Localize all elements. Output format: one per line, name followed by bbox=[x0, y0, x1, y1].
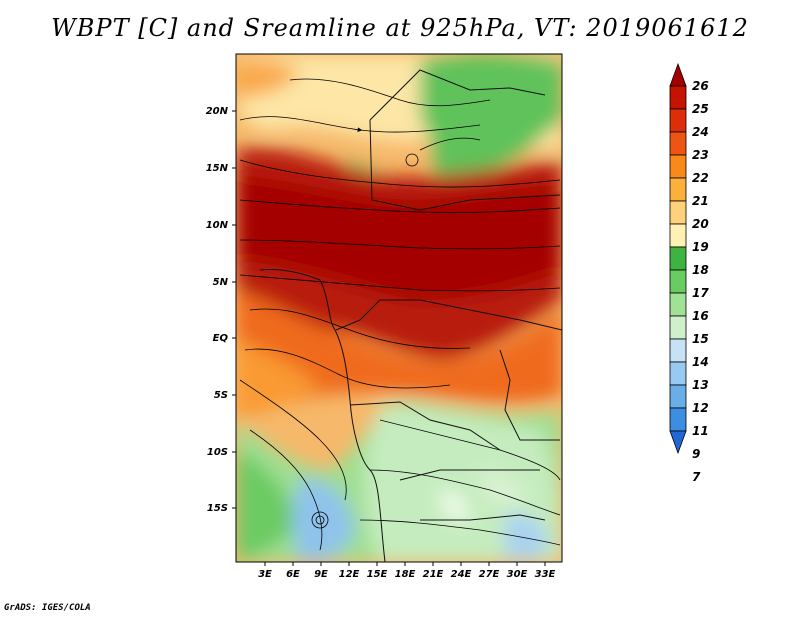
lon-label: 24E bbox=[451, 569, 472, 580]
lat-label: 5N bbox=[213, 277, 229, 288]
colorbar-swatch bbox=[669, 154, 687, 179]
colorbar-swatch bbox=[669, 292, 687, 317]
lat-label: 15S bbox=[207, 503, 228, 514]
colorbar-swatch bbox=[669, 269, 687, 294]
lon-label: 27E bbox=[479, 569, 500, 580]
colorbar-label: 25 bbox=[692, 102, 709, 116]
credit-text: GrADS: IGES/COLA bbox=[4, 603, 91, 613]
colorbar-swatch bbox=[669, 361, 687, 386]
colorbar-swatch bbox=[669, 108, 687, 133]
colorbar-label: 23 bbox=[692, 148, 709, 162]
colorbar-label: 21 bbox=[692, 194, 709, 208]
colorbar-label: 18 bbox=[692, 263, 709, 277]
lat-label: EQ bbox=[213, 333, 229, 344]
colorbar-swatch bbox=[669, 338, 687, 363]
map-frame bbox=[235, 53, 563, 563]
colorbar-label: 9 bbox=[692, 447, 700, 461]
lon-label: 33E bbox=[535, 569, 556, 580]
lat-label: 5S bbox=[214, 390, 228, 401]
lon-label: 15E bbox=[367, 569, 388, 580]
lat-label: 10N bbox=[206, 220, 229, 231]
coastlines-borders bbox=[259, 69, 562, 562]
colorbar-label: 13 bbox=[692, 378, 709, 392]
streamlines bbox=[239, 78, 561, 551]
lon-label: 9E bbox=[314, 569, 328, 580]
colorbar-swatch bbox=[669, 246, 687, 271]
colorbar-label: 7 bbox=[692, 470, 701, 484]
colorbar-label: 12 bbox=[692, 401, 709, 415]
lon-label: 18E bbox=[395, 569, 416, 580]
colorbar-swatch bbox=[669, 177, 687, 202]
colorbar-cap-top bbox=[669, 62, 687, 87]
map-title: WBPT [C] and Sreamline at 925hPa, VT: 20… bbox=[51, 14, 749, 42]
lat-label: 10S bbox=[207, 447, 228, 458]
colorbar-swatch bbox=[669, 384, 687, 409]
colorbar-label: 15 bbox=[692, 332, 709, 346]
colorbar-label: 22 bbox=[692, 171, 709, 185]
lon-label: 3E bbox=[258, 569, 272, 580]
lon-axis: 3E 6E 9E 12E 15E 18E 21E 24E 27E 30E 33E bbox=[258, 562, 556, 580]
colorbar-label: 24 bbox=[692, 125, 709, 139]
lon-label: 21E bbox=[423, 569, 444, 580]
colorbar-cap-bottom bbox=[669, 430, 687, 455]
colorbar-swatch bbox=[669, 200, 687, 225]
lon-label: 12E bbox=[339, 569, 360, 580]
colorbar-swatch bbox=[669, 85, 687, 110]
colorbar-label: 11 bbox=[692, 424, 709, 438]
colorbar-label: 26 bbox=[692, 79, 709, 93]
colorbar-label: 20 bbox=[692, 217, 709, 231]
lat-label: 20N bbox=[206, 106, 229, 117]
colorbar-swatch bbox=[669, 315, 687, 340]
lat-label: 15N bbox=[206, 163, 229, 174]
lon-label: 30E bbox=[507, 569, 528, 580]
lon-label: 6E bbox=[286, 569, 300, 580]
colorbar-label: 17 bbox=[692, 286, 709, 300]
colorbar-swatch bbox=[669, 131, 687, 156]
colorbar-label: 16 bbox=[692, 309, 709, 323]
colorbar-label: 19 bbox=[692, 240, 709, 254]
colorbar-label: 14 bbox=[692, 355, 709, 369]
colorbar-swatch bbox=[669, 407, 687, 432]
colorbar: 26 25 24 23 22 21 20 19 18 17 16 15 14 13 12 11 9 7 bbox=[669, 62, 709, 484]
colorbar-swatch bbox=[669, 223, 687, 248]
wbpt-field bbox=[236, 54, 562, 562]
lat-axis: 20N 15N 10N 5N EQ 5S 10S 15S bbox=[206, 106, 236, 514]
